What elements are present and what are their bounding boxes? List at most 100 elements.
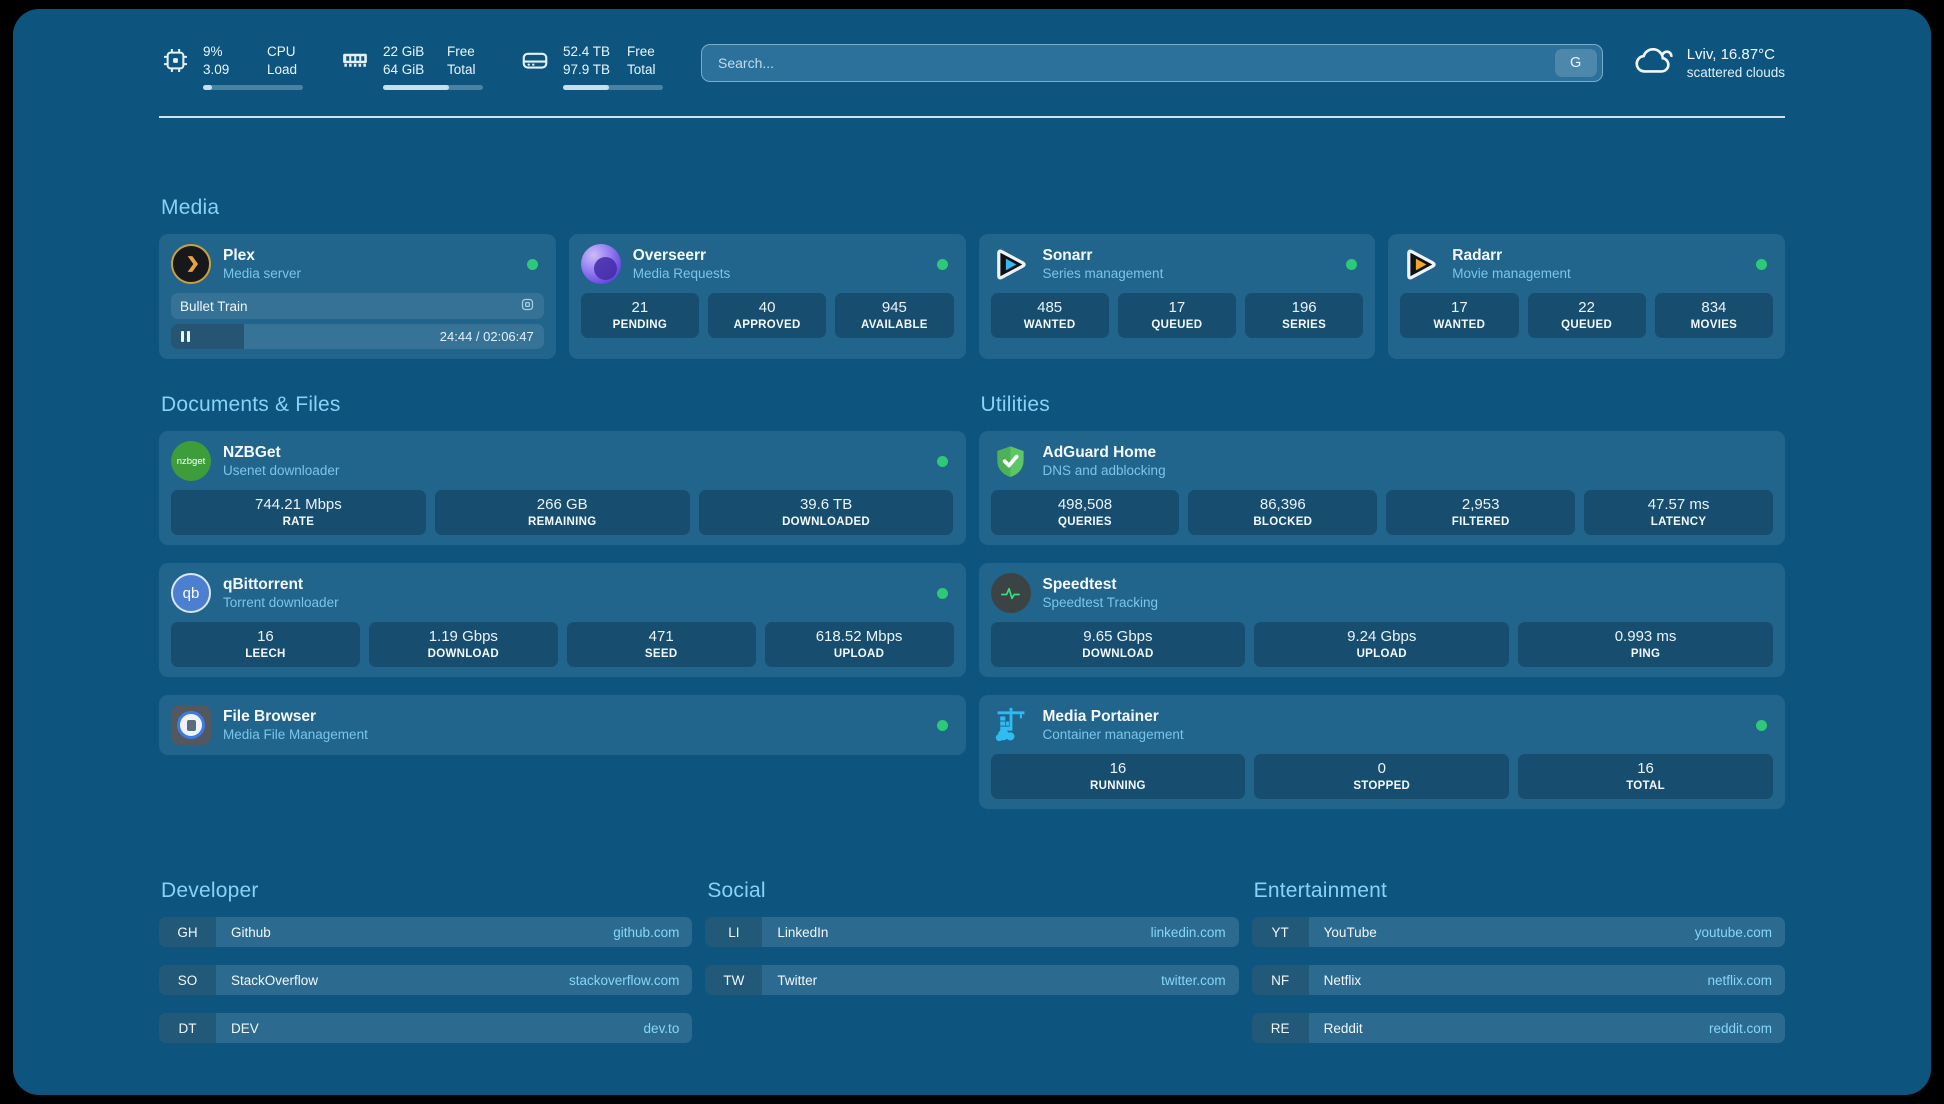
weather-location-temp: Lviv, 16.87°C xyxy=(1686,45,1775,63)
stat-remaining: 266 GB REMAINING xyxy=(434,490,690,535)
bookmark-name: Netflix xyxy=(1323,972,1362,988)
section-title-social: Social xyxy=(707,879,766,902)
service-title: Media Portainer xyxy=(1042,708,1159,725)
status-badge xyxy=(936,719,948,731)
bookmark-linkedin[interactable]: LI LinkedIn linkedin.com xyxy=(705,917,1239,947)
search-provider-button[interactable]: G xyxy=(1554,48,1597,77)
qbittorrent-icon: qb xyxy=(171,573,211,613)
bookmark-name: Twitter xyxy=(777,972,818,988)
service-card-plex[interactable]: Plex Media server Bullet Train xyxy=(159,234,556,359)
section-title-developer: Developer xyxy=(161,879,259,902)
bookmark-dev[interactable]: DT DEV dev.to xyxy=(159,1013,693,1043)
service-title: Radarr xyxy=(1452,247,1503,264)
bookmark-twitter[interactable]: TW Twitter twitter.com xyxy=(705,965,1239,995)
stat-downloaded: 39.6 TB DOWNLOADED xyxy=(698,490,954,535)
service-card-nzbget[interactable]: nzbget NZBGet Usenet downloader 744.21 M… xyxy=(159,431,966,545)
bookmark-domain: github.com xyxy=(613,924,680,940)
bookmark-netflix[interactable]: NF Netflix netflix.com xyxy=(1251,965,1785,995)
cpu-label: CPU xyxy=(267,44,296,59)
service-title: Sonarr xyxy=(1042,247,1093,264)
stat-queued: 17 QUEUED xyxy=(1117,293,1236,338)
disk-total-value: 97.9 TB xyxy=(563,61,611,77)
cpu-progress-fill xyxy=(203,85,212,90)
cpu-load-value: 3.09 xyxy=(203,61,230,77)
bookmark-name: StackOverflow xyxy=(231,972,319,988)
service-title: AdGuard Home xyxy=(1042,444,1157,461)
bookmark-github[interactable]: GH Github github.com xyxy=(159,917,693,947)
pause-icon[interactable] xyxy=(181,331,190,342)
memory-free-value: 22 GiB xyxy=(383,44,425,59)
stat-blocked: 86,396 BLOCKED xyxy=(1188,490,1378,535)
cpu-percent: 9% xyxy=(203,44,223,59)
service-title: qBittorrent xyxy=(223,576,304,593)
stat-wanted: 485 WANTED xyxy=(990,293,1109,338)
service-subtitle: Movie management xyxy=(1452,266,1571,281)
stat-seed: 471 SEED xyxy=(566,622,756,667)
stat-wanted: 17 WANTED xyxy=(1400,293,1519,338)
service-subtitle: Speedtest Tracking xyxy=(1042,595,1159,610)
stat-series: 196 SERIES xyxy=(1245,293,1364,338)
memory-progress-track xyxy=(383,85,483,90)
service-card-portainer[interactable]: Media Portainer Container management 16 … xyxy=(978,695,1785,809)
stat-rate: 744.21 Mbps RATE xyxy=(171,490,426,535)
service-card-qbittorrent[interactable]: qb qBittorrent Torrent downloader 16 LEE… xyxy=(159,563,966,677)
stat-available: 945 AVAILABLE xyxy=(835,293,954,338)
bookmark-name: Github xyxy=(231,924,271,940)
service-subtitle: Container management xyxy=(1042,727,1184,742)
bookmark-domain: youtube.com xyxy=(1694,924,1772,940)
weather-widget: Lviv, 16.87°C scattered clouds xyxy=(1633,39,1785,86)
service-title: File Browser xyxy=(223,708,317,725)
status-badge xyxy=(936,258,948,270)
service-card-speedtest[interactable]: Speedtest Speedtest Tracking 9.65 Gbps D… xyxy=(978,563,1785,677)
bookmark-stackoverflow[interactable]: SO StackOverflow stackoverflow.com xyxy=(159,965,693,995)
status-badge xyxy=(1346,258,1358,270)
adguard-icon xyxy=(991,441,1031,481)
stat-approved: 40 APPROVED xyxy=(708,293,827,338)
bookmark-domain: dev.to xyxy=(643,1020,680,1036)
stat-filtered: 2,953 FILTERED xyxy=(1386,490,1576,535)
section-title-entertainment: Entertainment xyxy=(1253,879,1387,902)
bookmark-reddit[interactable]: RE Reddit reddit.com xyxy=(1251,1013,1785,1043)
bookmark-name: YouTube xyxy=(1323,924,1377,940)
stat-queries: 498,508 QUERIES xyxy=(990,490,1180,535)
status-badge xyxy=(1756,719,1767,731)
memory-progress-fill xyxy=(383,85,449,90)
status-badge xyxy=(1756,258,1767,270)
bookmark-domain: reddit.com xyxy=(1708,1020,1772,1036)
service-card-sonarr[interactable]: Sonarr Series management 485 WANTED 17 Q… xyxy=(978,234,1376,359)
bookmark-domain: twitter.com xyxy=(1161,972,1226,988)
cpu-icon xyxy=(159,44,191,76)
weather-condition: scattered clouds xyxy=(1686,64,1785,80)
service-title: NZBGet xyxy=(223,444,281,461)
plex-icon xyxy=(171,244,211,284)
search-input[interactable] xyxy=(716,53,1555,72)
service-subtitle: Media File Management xyxy=(223,727,368,742)
disk-progress-track xyxy=(563,85,663,90)
memory-total-value: 64 GiB xyxy=(383,61,425,77)
status-badge xyxy=(936,587,948,599)
service-card-radarr[interactable]: Radarr Movie management 17 WANTED 22 QUE… xyxy=(1388,234,1785,359)
bookmark-youtube[interactable]: YT YouTube youtube.com xyxy=(1251,917,1785,947)
service-card-adguard[interactable]: AdGuard Home DNS and adblocking 498,508 … xyxy=(978,431,1785,545)
service-card-overseerr[interactable]: Overseerr Media Requests 21 PENDING 40 A… xyxy=(568,234,966,359)
stat-pending: 21 PENDING xyxy=(580,293,699,338)
service-card-filebrowser[interactable]: File Browser Media File Management xyxy=(159,695,966,755)
header-divider xyxy=(159,116,1785,118)
top-bar: 9% 3.09 CPU Load xyxy=(159,39,1785,94)
cloud-icon xyxy=(1633,39,1675,86)
service-title: Plex xyxy=(223,247,255,264)
stat-upload: 618.52 Mbps UPLOAD xyxy=(764,622,954,667)
stat-ping: 0.993 ms PING xyxy=(1518,622,1773,667)
memory-free-label: Free xyxy=(447,44,475,59)
resource-widgets: 9% 3.09 CPU Load xyxy=(159,43,665,90)
cpu-load-label: Load xyxy=(267,61,298,77)
disk-free-value: 52.4 TB xyxy=(563,44,611,59)
stat-upload: 9.24 Gbps UPLOAD xyxy=(1254,622,1510,667)
dashboard: 9% 3.09 CPU Load xyxy=(13,9,1931,1095)
memory-icon xyxy=(339,44,371,76)
utilities-column: Utilities AdGuard Home xyxy=(978,393,1785,827)
bookmark-domain: netflix.com xyxy=(1707,972,1772,988)
search-bar[interactable]: G xyxy=(701,43,1603,82)
cpu-widget: 9% 3.09 CPU Load xyxy=(159,43,305,90)
cpu-progress-track xyxy=(203,85,303,90)
